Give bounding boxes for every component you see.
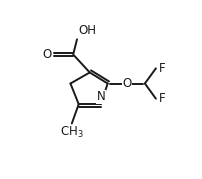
Text: O: O <box>43 48 52 61</box>
Text: F: F <box>159 62 165 75</box>
Text: N: N <box>96 91 105 103</box>
Text: O: O <box>122 77 132 90</box>
Text: CH$_3$: CH$_3$ <box>60 125 84 140</box>
Text: OH: OH <box>79 24 97 37</box>
Text: F: F <box>159 92 165 105</box>
